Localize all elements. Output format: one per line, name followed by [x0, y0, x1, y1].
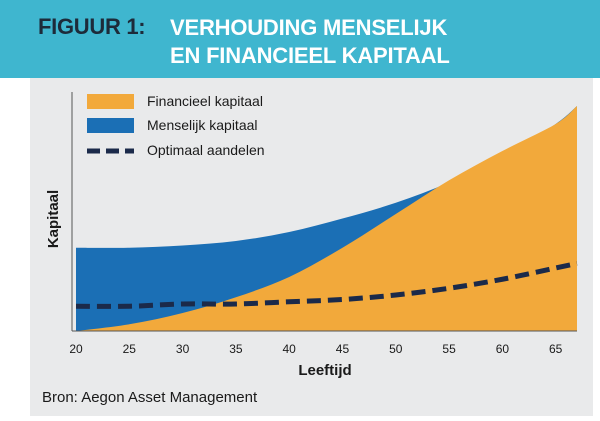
source-note: Bron: Aegon Asset Management [42, 389, 258, 406]
x-tick-label: 50 [389, 342, 403, 356]
x-tick-label: 65 [549, 342, 563, 356]
x-axis-label: Leeftijd [298, 362, 351, 379]
x-tick-label: 30 [176, 342, 190, 356]
figure-title: VERHOUDING MENSELIJK EN FINANCIEEL KAPIT… [170, 14, 450, 70]
chart-legend: Financieel kapitaal Menselijk kapitaal Opt… [87, 93, 265, 158]
legend-swatch [87, 94, 134, 109]
x-tick-label: 40 [283, 342, 297, 356]
x-tick-label: 25 [123, 342, 137, 356]
legend-label: Financieel kapitaal [147, 93, 263, 109]
figure-label: FIGUUR 1: [38, 14, 146, 39]
x-tick-label: 60 [496, 342, 510, 356]
figure-title-line-1: VERHOUDING MENSELIJK [170, 15, 448, 40]
x-tick-label: 35 [229, 342, 243, 356]
x-tick-label: 55 [442, 342, 456, 356]
area-financieel-kapitaal [76, 106, 577, 331]
x-tick-label: 20 [69, 342, 83, 356]
banner-background [0, 0, 600, 78]
line-optimaal-aandelen [75, 261, 578, 309]
legend-label: Menselijk kapitaal [147, 117, 258, 133]
chart-axes: 20 25 30 35 40 45 50 55 60 65 [69, 92, 577, 356]
y-axis-label: Kapitaal [45, 190, 62, 248]
banner-band [0, 0, 600, 78]
x-tick-label: 45 [336, 342, 350, 356]
figure-banner: FIGUUR 1: VERHOUDING MENSELIJK EN FINANC… [0, 0, 600, 78]
legend-label: Optimaal aandelen [147, 142, 265, 158]
figure-title-line-2: EN FINANCIEEL KAPITAAL [170, 43, 450, 68]
legend-swatch [87, 118, 134, 133]
chart-areas [75, 106, 578, 331]
